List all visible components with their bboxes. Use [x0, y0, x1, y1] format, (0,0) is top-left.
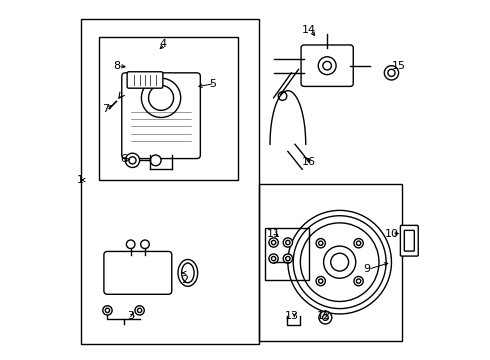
Text: 9: 9 [363, 264, 370, 274]
Circle shape [142, 78, 181, 117]
Text: 2: 2 [181, 275, 188, 285]
Circle shape [278, 92, 287, 100]
Text: 8: 8 [113, 61, 120, 71]
Circle shape [318, 279, 323, 283]
Circle shape [125, 153, 140, 167]
Circle shape [316, 239, 325, 248]
Circle shape [150, 155, 161, 166]
Bar [81, 19, 259, 344]
Circle shape [103, 306, 112, 315]
Text: 16: 16 [302, 157, 317, 167]
Circle shape [283, 254, 293, 263]
Circle shape [354, 276, 363, 286]
Circle shape [141, 240, 149, 249]
Circle shape [356, 279, 361, 283]
Bar [98, 37, 238, 180]
Text: 11: 11 [267, 229, 281, 239]
FancyBboxPatch shape [104, 251, 172, 294]
Circle shape [316, 276, 325, 286]
Circle shape [286, 256, 290, 261]
Circle shape [318, 57, 336, 75]
Ellipse shape [178, 260, 197, 286]
Circle shape [148, 85, 173, 111]
Circle shape [283, 238, 293, 247]
Text: 7: 7 [102, 104, 109, 113]
Ellipse shape [182, 263, 194, 283]
Circle shape [105, 308, 110, 312]
Text: 14: 14 [302, 25, 317, 35]
Text: 5: 5 [209, 78, 217, 89]
FancyBboxPatch shape [301, 45, 353, 86]
Text: 6: 6 [120, 154, 127, 163]
Text: 1: 1 [77, 175, 84, 185]
Circle shape [269, 254, 278, 263]
Text: 12: 12 [317, 311, 331, 321]
Circle shape [300, 223, 379, 301]
Circle shape [129, 157, 136, 164]
Circle shape [271, 256, 276, 261]
Circle shape [323, 246, 356, 278]
Circle shape [271, 240, 276, 245]
Circle shape [388, 69, 395, 76]
FancyBboxPatch shape [127, 72, 163, 88]
Circle shape [371, 231, 380, 240]
Circle shape [318, 241, 323, 246]
Text: 15: 15 [392, 61, 406, 71]
Circle shape [356, 241, 361, 246]
FancyBboxPatch shape [400, 225, 418, 256]
Circle shape [322, 315, 328, 320]
FancyBboxPatch shape [122, 73, 200, 158]
Text: 3: 3 [127, 311, 134, 321]
Circle shape [319, 311, 332, 324]
Text: 13: 13 [284, 311, 298, 321]
Circle shape [331, 253, 348, 271]
Circle shape [293, 216, 386, 309]
Circle shape [126, 240, 135, 249]
Circle shape [135, 306, 144, 315]
Bar [265, 228, 309, 280]
Circle shape [384, 66, 398, 80]
Circle shape [323, 62, 331, 70]
FancyBboxPatch shape [404, 230, 415, 251]
Bar [259, 184, 402, 341]
Circle shape [138, 308, 142, 312]
Circle shape [288, 210, 392, 314]
Text: 10: 10 [385, 229, 398, 239]
Circle shape [269, 238, 278, 247]
Circle shape [286, 240, 290, 245]
Text: 4: 4 [159, 39, 167, 49]
Circle shape [354, 239, 363, 248]
